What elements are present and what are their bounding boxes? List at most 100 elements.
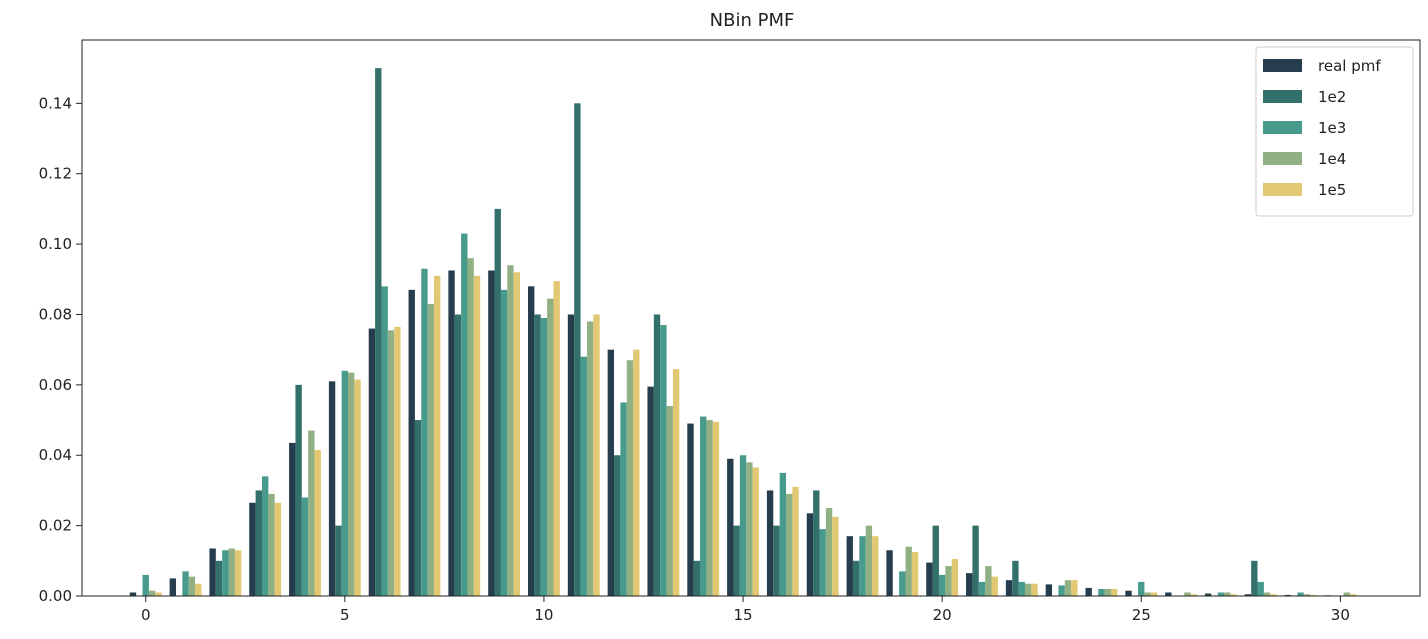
bar <box>660 325 667 596</box>
bar <box>1204 593 1212 596</box>
bars-layer <box>129 68 1357 597</box>
bar <box>1263 592 1271 596</box>
bar <box>746 462 753 596</box>
bar <box>528 286 535 596</box>
bar <box>567 314 575 596</box>
bar <box>620 402 627 596</box>
bar <box>155 592 162 596</box>
legend-item: real pmf <box>1263 57 1381 75</box>
bar <box>813 490 820 596</box>
bar <box>414 420 422 596</box>
bar <box>341 370 349 596</box>
bar <box>1284 594 1291 596</box>
x-tick-label: 0 <box>141 606 151 624</box>
bar <box>666 405 673 596</box>
legend-label: 1e4 <box>1318 150 1346 168</box>
bar <box>985 566 992 596</box>
bar <box>142 574 149 596</box>
bar <box>1184 592 1191 596</box>
y-tick-label: 0.00 <box>39 587 72 605</box>
bar <box>540 318 548 596</box>
bar <box>966 573 973 596</box>
bar <box>766 490 774 596</box>
bar <box>1224 592 1231 596</box>
bar <box>978 581 986 596</box>
legend-label: 1e2 <box>1318 88 1346 106</box>
bar <box>301 497 309 596</box>
bar <box>700 416 707 596</box>
y-tick-label: 0.04 <box>39 446 72 464</box>
bar <box>786 493 793 596</box>
bar <box>773 525 780 596</box>
bar <box>1024 583 1032 596</box>
series-1e2 <box>215 68 1258 596</box>
bar <box>255 490 262 596</box>
legend-item: 1e5 <box>1263 181 1346 199</box>
bar <box>249 502 256 596</box>
legend-item: 1e4 <box>1263 150 1346 168</box>
bar <box>1165 592 1172 596</box>
y-tick-label: 0.06 <box>39 376 72 394</box>
bar <box>819 529 826 596</box>
legend: real pmf 1e2 1e3 1e4 1e5 <box>1255 46 1414 217</box>
bar <box>1012 560 1019 596</box>
bar <box>951 559 959 596</box>
bar <box>945 566 952 596</box>
bar <box>672 369 680 596</box>
y-tick-label: 0.10 <box>39 235 72 253</box>
bar <box>886 550 893 596</box>
bar <box>1230 594 1237 596</box>
bar <box>1110 588 1118 596</box>
x-tick-label: 10 <box>534 606 553 624</box>
bar <box>865 525 873 596</box>
bar <box>806 513 814 596</box>
chart-title: NBin PMF <box>710 10 795 31</box>
bar <box>739 455 747 596</box>
legend-swatch <box>1263 121 1302 134</box>
bar <box>859 536 866 596</box>
bar <box>938 574 946 596</box>
bar <box>733 525 740 596</box>
bar <box>899 571 906 596</box>
bar <box>289 442 296 596</box>
bar <box>188 576 196 596</box>
bar <box>693 560 701 596</box>
bar <box>234 550 242 596</box>
bar <box>580 356 587 596</box>
x-tick-label: 25 <box>1132 606 1151 624</box>
bar <box>488 270 495 596</box>
y-axis: 0.00 0.02 0.04 0.06 0.08 0.10 0.12 0.14 <box>39 94 82 605</box>
bar <box>687 423 694 596</box>
bar <box>932 525 939 596</box>
legend-label: real pmf <box>1318 57 1381 75</box>
bar <box>1251 560 1258 596</box>
bar <box>209 548 216 596</box>
bar <box>1018 581 1025 596</box>
bar <box>852 560 860 596</box>
bar <box>215 560 223 596</box>
bar <box>394 326 401 596</box>
bar <box>832 516 839 596</box>
bar <box>148 590 156 596</box>
bar <box>1104 588 1111 596</box>
bar <box>387 330 395 596</box>
bar <box>513 272 521 596</box>
bar <box>1303 594 1311 596</box>
bar <box>182 571 189 596</box>
y-tick-label: 0.14 <box>39 94 72 112</box>
bar <box>792 486 799 596</box>
bar <box>1085 587 1092 596</box>
bar <box>408 289 415 596</box>
bar <box>494 208 501 596</box>
bar <box>1138 581 1145 596</box>
bar <box>1270 594 1277 596</box>
bar <box>752 467 759 596</box>
x-axis: 0 5 10 15 20 25 30 <box>141 596 1350 624</box>
bar <box>607 349 615 596</box>
bar <box>434 275 441 596</box>
bar <box>1064 580 1072 596</box>
bar <box>1217 592 1225 596</box>
plot-frame <box>81 39 1421 597</box>
bar <box>653 314 661 596</box>
